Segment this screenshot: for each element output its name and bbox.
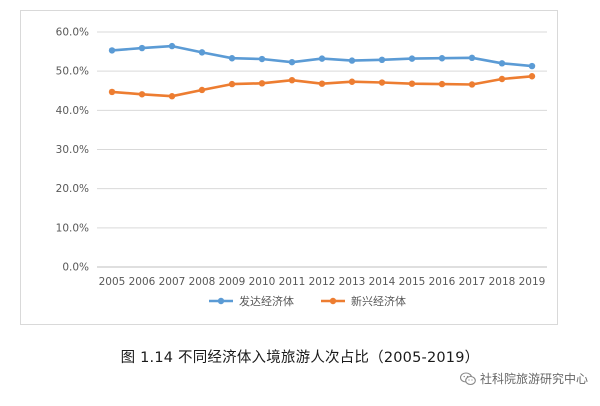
data-point: [168, 93, 176, 100]
data-point: [108, 47, 116, 54]
data-point: [258, 55, 266, 63]
data-point: [498, 75, 506, 83]
data-point: [528, 73, 536, 80]
data-point: [468, 81, 476, 88]
x-tick-label: 2007: [159, 276, 186, 288]
data-point: [198, 49, 206, 56]
y-tick-label: 40.0%: [56, 105, 89, 117]
data-point: [318, 55, 326, 62]
y-tick-label: 10.0%: [56, 222, 89, 234]
x-tick-label: 2019: [519, 276, 546, 288]
data-point: [198, 86, 206, 94]
figure-caption: 图 1.14 不同经济体入境旅游人次占比（2005-2019）: [120, 350, 480, 366]
x-tick-label: 2016: [429, 276, 456, 288]
data-point: [258, 80, 266, 87]
data-point: [318, 80, 326, 87]
data-point: [378, 79, 386, 86]
data-point: [468, 54, 476, 62]
data-point: [108, 88, 116, 96]
y-tick-label: 60.0%: [56, 27, 89, 39]
data-point: [408, 55, 416, 62]
data-point: [348, 78, 356, 85]
x-tick-label: 2009: [219, 276, 246, 288]
x-tick-label: 2012: [309, 276, 336, 288]
data-point: [438, 80, 446, 88]
data-point: [528, 62, 536, 70]
x-tick-label: 2005: [99, 276, 126, 288]
legend-marker: [217, 297, 225, 305]
x-tick-label: 2018: [489, 276, 516, 288]
data-point: [138, 91, 146, 98]
line-chart: 0.0%10.0%20.0%30.0%40.0%50.0%60.0%2005 20…: [56, 27, 547, 308]
data-point: [348, 57, 356, 64]
data-point: [228, 80, 236, 88]
y-tick-label: 50.0%: [56, 66, 89, 78]
x-tick-label: 2013: [339, 276, 366, 288]
data-point: [288, 58, 296, 66]
x-tick-label: 2006: [129, 276, 156, 288]
y-tick-label: 20.0%: [56, 183, 89, 195]
wechat-icon: [459, 371, 476, 385]
data-point: [378, 56, 386, 64]
data-point: [438, 55, 446, 62]
legend-label: 新兴经济体: [351, 294, 406, 308]
data-point: [498, 60, 506, 67]
x-tick-label: 2010: [249, 276, 276, 288]
x-tick-label: 2008: [189, 276, 216, 288]
legend-label: 发达经济体: [239, 294, 294, 308]
watermark: 社科院旅游研究中心: [459, 370, 588, 387]
x-tick-label: 2017: [459, 276, 486, 288]
legend-marker: [329, 297, 337, 305]
x-tick-label: 2014: [369, 276, 396, 288]
chart-frame: 0.0% 10.0% 20.0% 30.0% 40.0% 50.0% 60.0% 2005 20…: [20, 10, 558, 325]
data-point: [408, 80, 416, 87]
x-tick-label: 2015: [399, 276, 426, 288]
data-point: [228, 55, 236, 62]
data-point: [138, 44, 146, 52]
watermark-text: 社科院旅游研究中心: [479, 372, 588, 386]
y-tick-label: 30.0%: [56, 144, 89, 156]
y-tick-label: 0.0%: [62, 262, 89, 274]
data-point: [288, 76, 296, 84]
x-tick-label: 2011: [279, 276, 306, 288]
data-point: [168, 42, 176, 50]
